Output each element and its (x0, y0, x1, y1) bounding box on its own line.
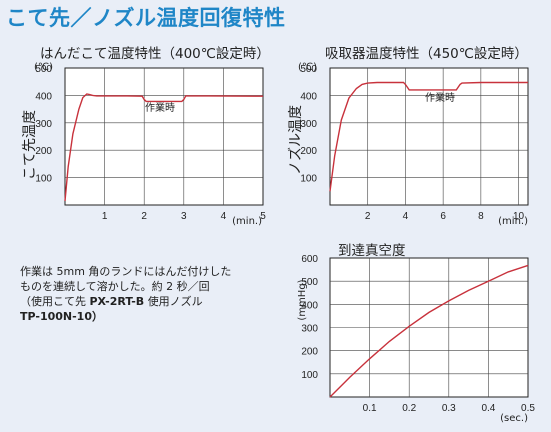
chart1-x-tick-label: 4 (221, 211, 227, 222)
chart1-y-unit: (℃) (34, 62, 53, 73)
chart1-y-tick-label: 300 (35, 119, 52, 130)
chart1-x-tick-label: 3 (181, 211, 187, 222)
chart1-title: はんだこて温度特性（400℃設定時） (40, 46, 270, 62)
chart3-x-tick-label: 0.3 (442, 403, 456, 414)
chart2-y-tick-label: 200 (300, 146, 317, 157)
chart3-y-tick-label: 200 (301, 347, 318, 358)
chart2-y-axis-label: ノズル温度 (288, 105, 304, 175)
chart3-x-tick-label: 0.2 (402, 403, 416, 414)
chart2-x-tick-label: 4 (403, 211, 409, 222)
note-nozzle-label: 使用ノズル (147, 295, 203, 308)
chart2-y-tick-label: 400 (300, 91, 317, 102)
chart1-y-tick-label: 500 (35, 64, 52, 75)
note-tip-label: （使用こて先 (20, 295, 86, 308)
chart3-x-tick-label: 0.1 (363, 403, 377, 414)
chart3-x-tick-label: 0.5 (521, 403, 535, 414)
note-line-1: 作業は 5mm 角のランドにはんだ付けした (20, 265, 232, 278)
chart2-x-tick-label: 6 (440, 211, 446, 222)
note-line-2: ものを連続して溶かした。約 2 秒／回 (20, 280, 210, 293)
chart2-y-tick-label: 300 (300, 119, 317, 130)
page-title: こて先／ノズル温度回復特性 (6, 6, 286, 30)
chart1-x-tick-label: 2 (141, 211, 147, 222)
chart2-plot-area (329, 67, 529, 206)
chart3-y-tick-label: 400 (301, 300, 318, 311)
chart3-y-tick-label: 100 (301, 370, 318, 381)
note-tip-model: PX-2RT-B (89, 295, 145, 308)
note-nozzle-model: TP-100N-10） (20, 310, 103, 323)
chart1-annotation: 作業時 (145, 101, 175, 114)
chart1-x-axis-label: (min.) (232, 216, 262, 227)
chart3-x-tick-label: 0.4 (481, 403, 495, 414)
chart3-y-tick-label: 600 (301, 254, 318, 265)
chart3-y-tick-label: 500 (301, 277, 318, 288)
chart2-x-tick-label: 8 (478, 211, 484, 222)
chart2-y-unit: (℃) (298, 62, 317, 73)
chart1-y-tick-label: 200 (35, 146, 52, 157)
chart3-title: 到達真空度 (338, 243, 406, 259)
chart3-y-tick-label: 300 (301, 324, 318, 335)
chart1-plot-area (64, 67, 264, 206)
chart3-y-axis-label: (mmHg) (297, 279, 308, 320)
chart2-title: 吸取器温度特性（450℃設定時） (325, 46, 528, 62)
chart2-x-tick-label: 10 (513, 211, 525, 222)
chart1-x-tick-label: 5 (260, 211, 266, 222)
chart3-x-axis-label: (sec.) (500, 413, 528, 424)
test-note: 作業は 5mm 角のランドにはんだ付けした ものを連続して溶かした。約 2 秒／… (20, 264, 280, 324)
chart2-annotation: 作業時 (425, 91, 455, 104)
chart2-y-tick-label: 500 (300, 64, 317, 75)
chart1-y-tick-label: 400 (35, 91, 52, 102)
chart1-y-axis-label: こて先温度 (22, 110, 38, 180)
chart1-x-tick-label: 1 (102, 211, 108, 222)
chart1-series-line (64, 93, 264, 201)
chart1-y-tick-label: 100 (35, 174, 52, 185)
chart2-series-line (329, 81, 528, 192)
chart2-x-axis-label: (min.) (498, 216, 528, 227)
note-line-3: （使用こて先 PX-2RT-B 使用ノズル (20, 294, 280, 309)
chart3-series-line (329, 264, 529, 398)
chart2-y-tick-label: 100 (300, 174, 317, 185)
chart2-x-tick-label: 2 (365, 211, 371, 222)
